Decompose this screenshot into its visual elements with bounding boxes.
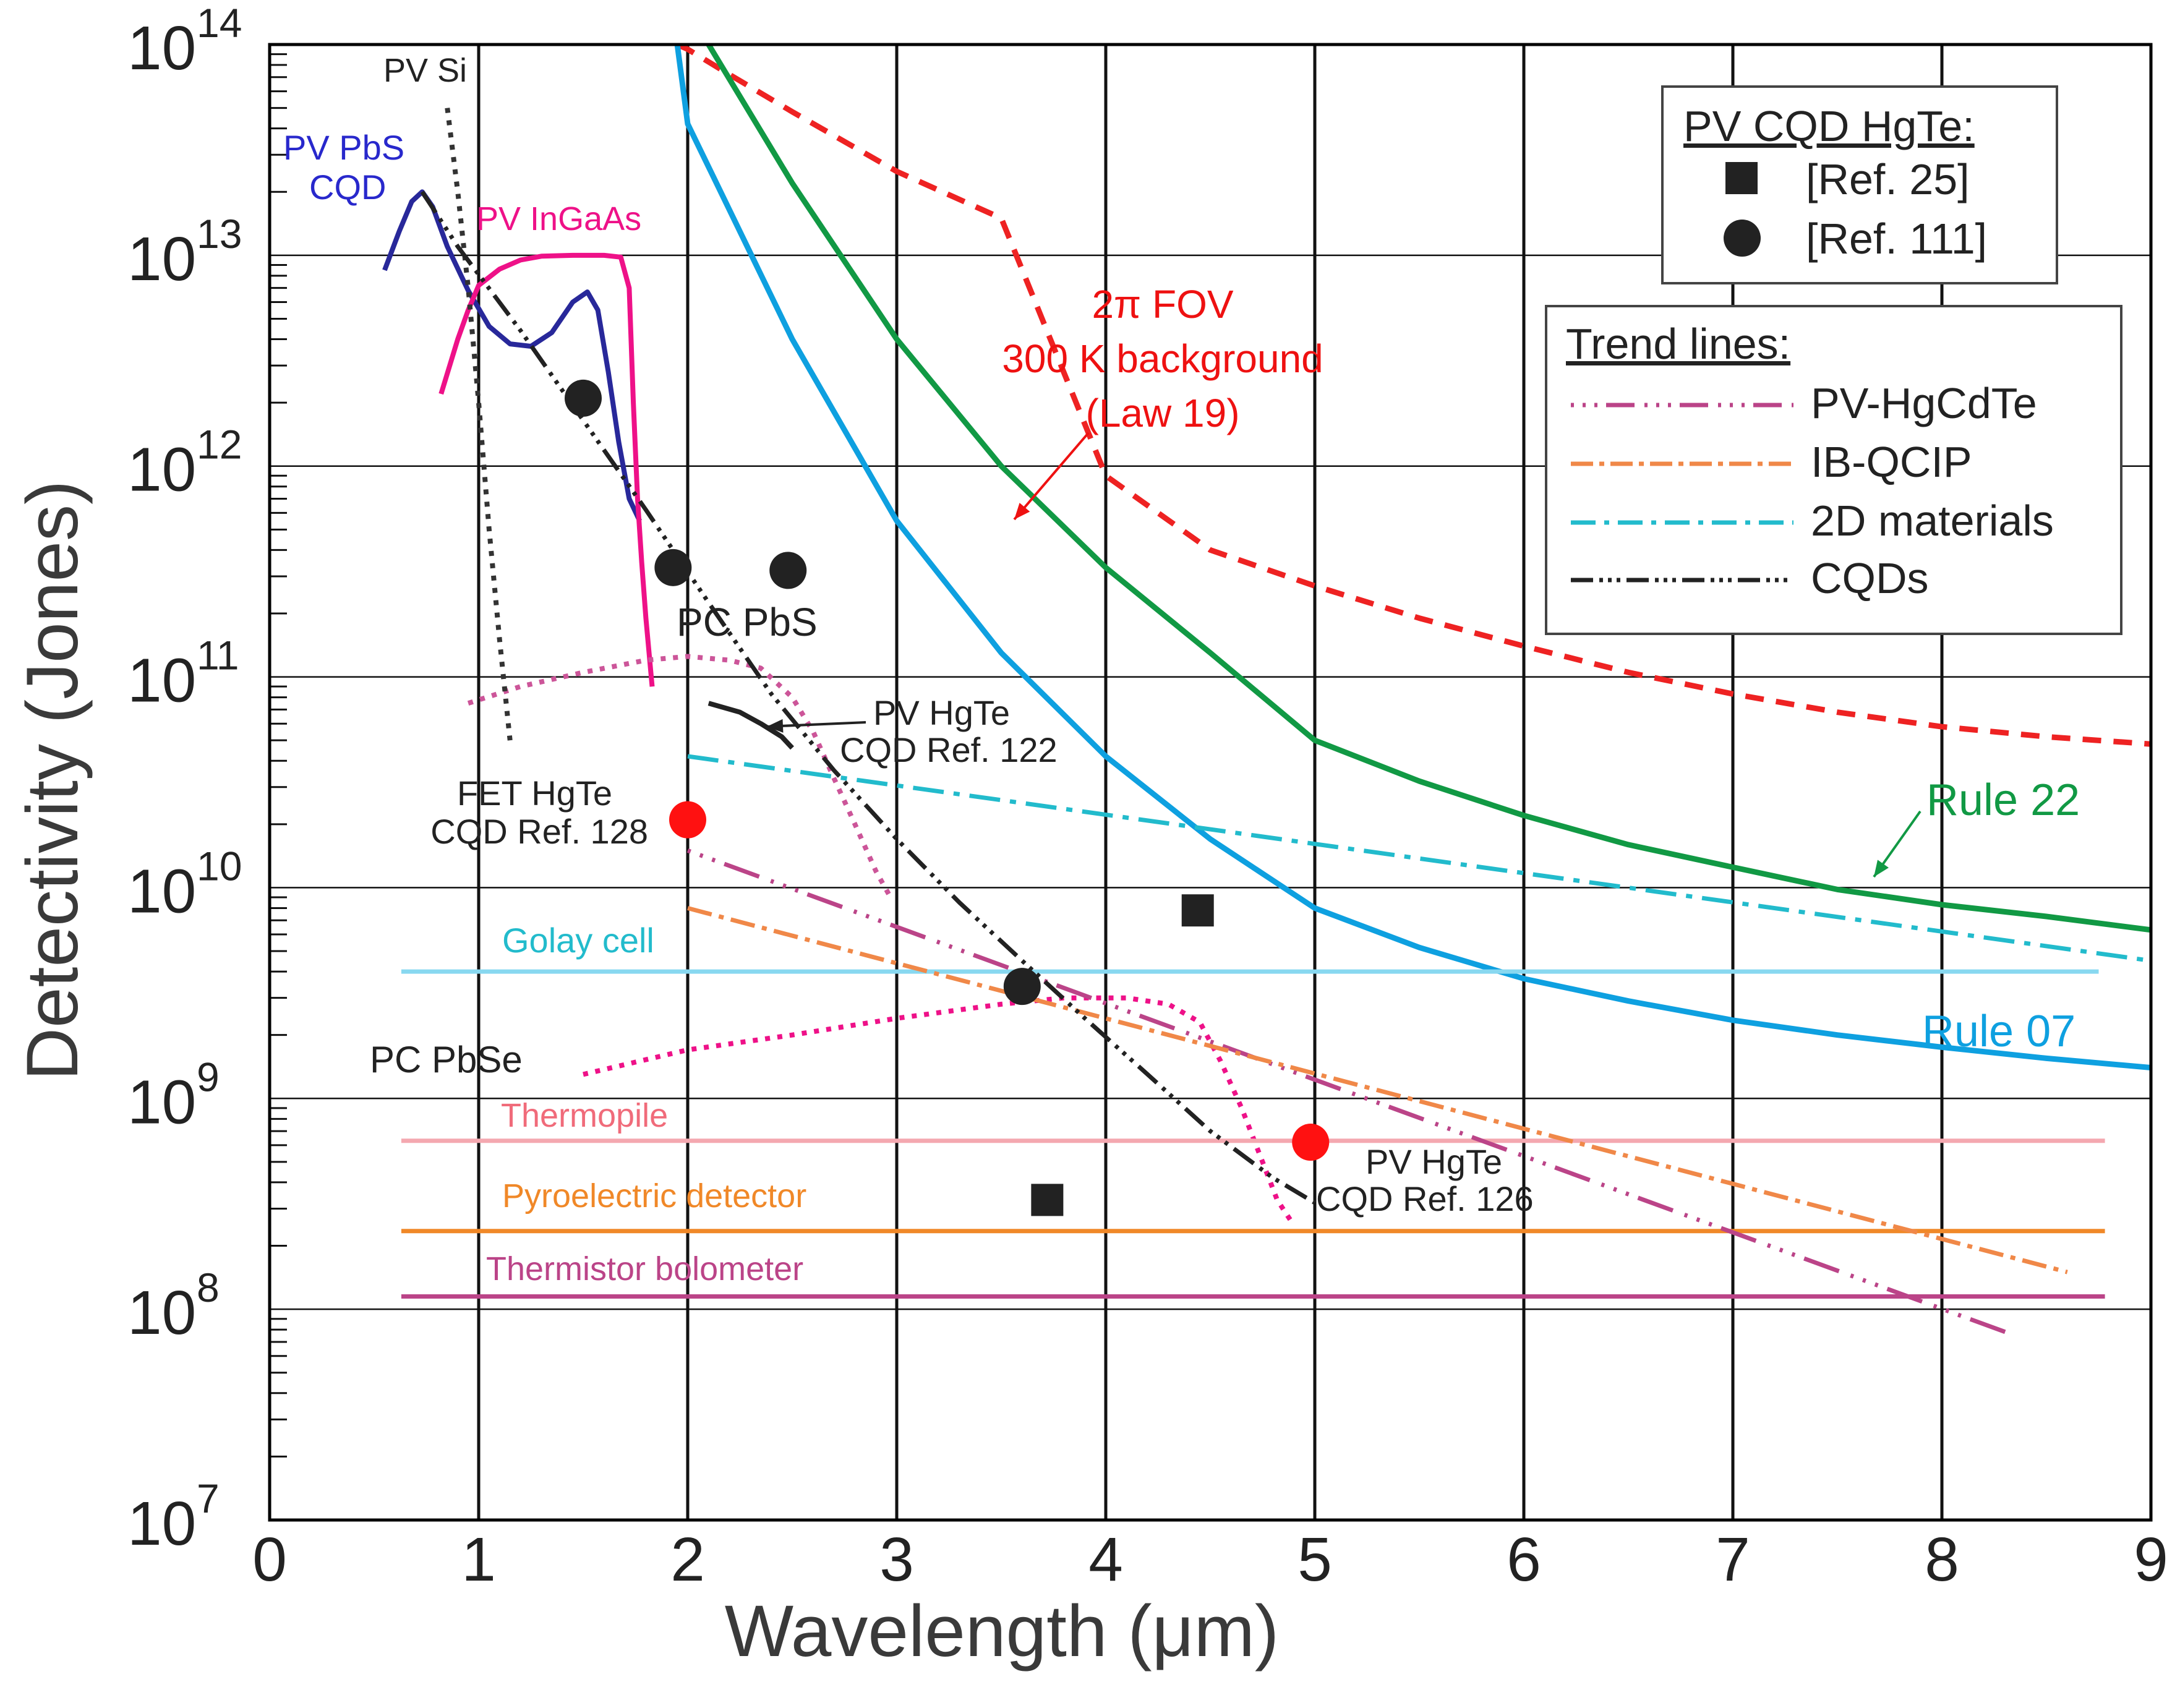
legend-label-ref111: [Ref. 111] [1806, 215, 1987, 263]
y-tick-base: 10 [127, 1067, 196, 1137]
series-pv-si [445, 108, 513, 741]
y-tick-exponent: 10 [197, 843, 242, 889]
label-pv-si: PV Si [383, 52, 467, 89]
arrow-blip [1013, 432, 1090, 521]
series-trend-hgcdte [686, 848, 2016, 1338]
series-trend-cqd [420, 190, 1316, 1205]
plot-frame [268, 43, 2153, 1522]
label-blip-1: 2π FOV [1092, 282, 1233, 327]
minor-ticks [270, 53, 287, 1458]
label-thermistor: Thermistor bolometer [486, 1250, 803, 1287]
x-tick-label: 5 [1297, 1525, 1332, 1594]
x-tick-label: 3 [879, 1525, 914, 1594]
marker-circle-2 [565, 379, 602, 417]
legend-label-ref25: [Ref. 25] [1806, 155, 1970, 203]
label-ref122-1: PV HgTe [873, 693, 1010, 732]
y-tick-base: 10 [127, 856, 196, 926]
label-golay: Golay cell [502, 921, 654, 960]
x-tick-label: 7 [1716, 1525, 1750, 1594]
label-pc-pbs: PC PbS [677, 600, 818, 644]
series-pbse-pc [583, 995, 1296, 1227]
label-ref128-2: CQD Ref. 128 [430, 812, 648, 851]
series-rule07 [674, 45, 2151, 1070]
y-tick-exponent: 13 [197, 211, 242, 257]
label-pbs-cqd-2: CQD [309, 168, 386, 207]
label-ref126-1: PV HgTe [1366, 1142, 1502, 1181]
legend-label-2d: 2D materials [1811, 497, 2054, 545]
legend-square-marker [1725, 162, 1758, 194]
marker-circle-7 [1292, 1124, 1330, 1161]
arrow-ref122-head [767, 719, 784, 733]
y-tick-base: 10 [127, 224, 196, 294]
y-tick-exponent: 12 [197, 422, 242, 468]
annotations: PV Si PV PbS CQD PV InGaAs 2π FOV 300 K … [283, 52, 2080, 1287]
x-tick-label: 6 [1507, 1525, 1541, 1594]
series-ref122 [707, 701, 794, 750]
series-trend-2d [687, 754, 2151, 963]
label-pbs-cqd-1: PV PbS [283, 128, 404, 167]
series-rule22 [706, 45, 2151, 933]
series-blip [676, 45, 2151, 747]
label-pyro: Pyroelectric detector [502, 1177, 806, 1215]
y-tick-base: 10 [127, 435, 196, 505]
legend-markers: PV CQD HgTe: [Ref. 25] [Ref. 111] [1661, 85, 2058, 284]
label-ref126-2: CQD Ref. 126 [1316, 1179, 1534, 1218]
y-tick-exponent: 11 [197, 633, 239, 678]
marker-circle-4 [769, 552, 807, 589]
x-tick-labels: 0 1 2 3 4 5 6 7 8 9 [252, 1525, 2168, 1594]
y-tick-base: 10 [127, 646, 196, 715]
arrow-blip-head [1014, 503, 1030, 519]
series-pbs-pc [467, 654, 893, 899]
series-layer [382, 45, 2151, 1338]
label-thermopile: Thermopile [501, 1097, 668, 1134]
y-tick-exponent: 8 [197, 1265, 220, 1310]
label-ref122-2: CQD Ref. 122 [840, 730, 1058, 769]
marker-circle-3 [654, 549, 692, 586]
legend-trends-title: Trend lines: [1566, 320, 1790, 368]
label-blip-2: 300 K background [1002, 336, 1323, 381]
x-tick-label: 1 [461, 1525, 496, 1594]
series-trend-ibqcip [687, 906, 2068, 1275]
y-tick-exponent: 7 [197, 1475, 220, 1521]
arrow-rule22-head [1874, 860, 1889, 877]
y-axis-label: Detectivity (Jones) [12, 480, 93, 1081]
x-tick-label: 0 [252, 1525, 287, 1594]
y-tick-base: 10 [127, 1278, 196, 1347]
marker-square-0 [1031, 1184, 1064, 1216]
legend-trends: Trend lines: PV-HgCdTe IB-QCIP 2D materi… [1545, 305, 2122, 635]
marker-circle-6 [669, 801, 706, 839]
label-ingaas: PV InGaAs [476, 200, 641, 237]
y-tick-base: 10 [127, 1489, 196, 1558]
marker-layer [565, 379, 1330, 1216]
label-pc-pbse: PC PbSe [370, 1039, 523, 1080]
series-pbs-cqd [382, 189, 642, 522]
x-tick-label: 8 [1925, 1525, 1959, 1594]
legend-label-cqd: CQDs [1811, 554, 1929, 602]
x-tick-label: 2 [670, 1525, 705, 1594]
marker-circle-5 [1003, 968, 1041, 1006]
legend-label-ibqcip: IB-QCIP [1811, 438, 1972, 486]
label-rule07: Rule 07 [1922, 1007, 2075, 1056]
label-blip-3: (Law 19) [1086, 391, 1240, 435]
y-tick-exponent: 9 [197, 1054, 220, 1100]
x-tick-label: 9 [2134, 1525, 2168, 1594]
legend-circle-marker [1724, 220, 1761, 257]
x-tick-label: 4 [1088, 1525, 1123, 1594]
y-tick-exponent: 14 [197, 0, 242, 46]
legend-label-hgcdte: PV-HgCdTe [1811, 379, 2037, 427]
x-axis-label: Wavelength (μm) [725, 1591, 1279, 1672]
annotation-arrows [766, 432, 1921, 878]
label-rule22: Rule 22 [1926, 775, 2080, 825]
y-tick-base: 10 [127, 14, 196, 83]
series-ingaas [438, 252, 655, 687]
label-ref128-1: FET HgTe [457, 774, 612, 813]
legend-markers-title: PV CQD HgTe: [1683, 102, 1975, 150]
arrow-ref122 [766, 721, 866, 728]
marker-square-1 [1181, 894, 1214, 927]
